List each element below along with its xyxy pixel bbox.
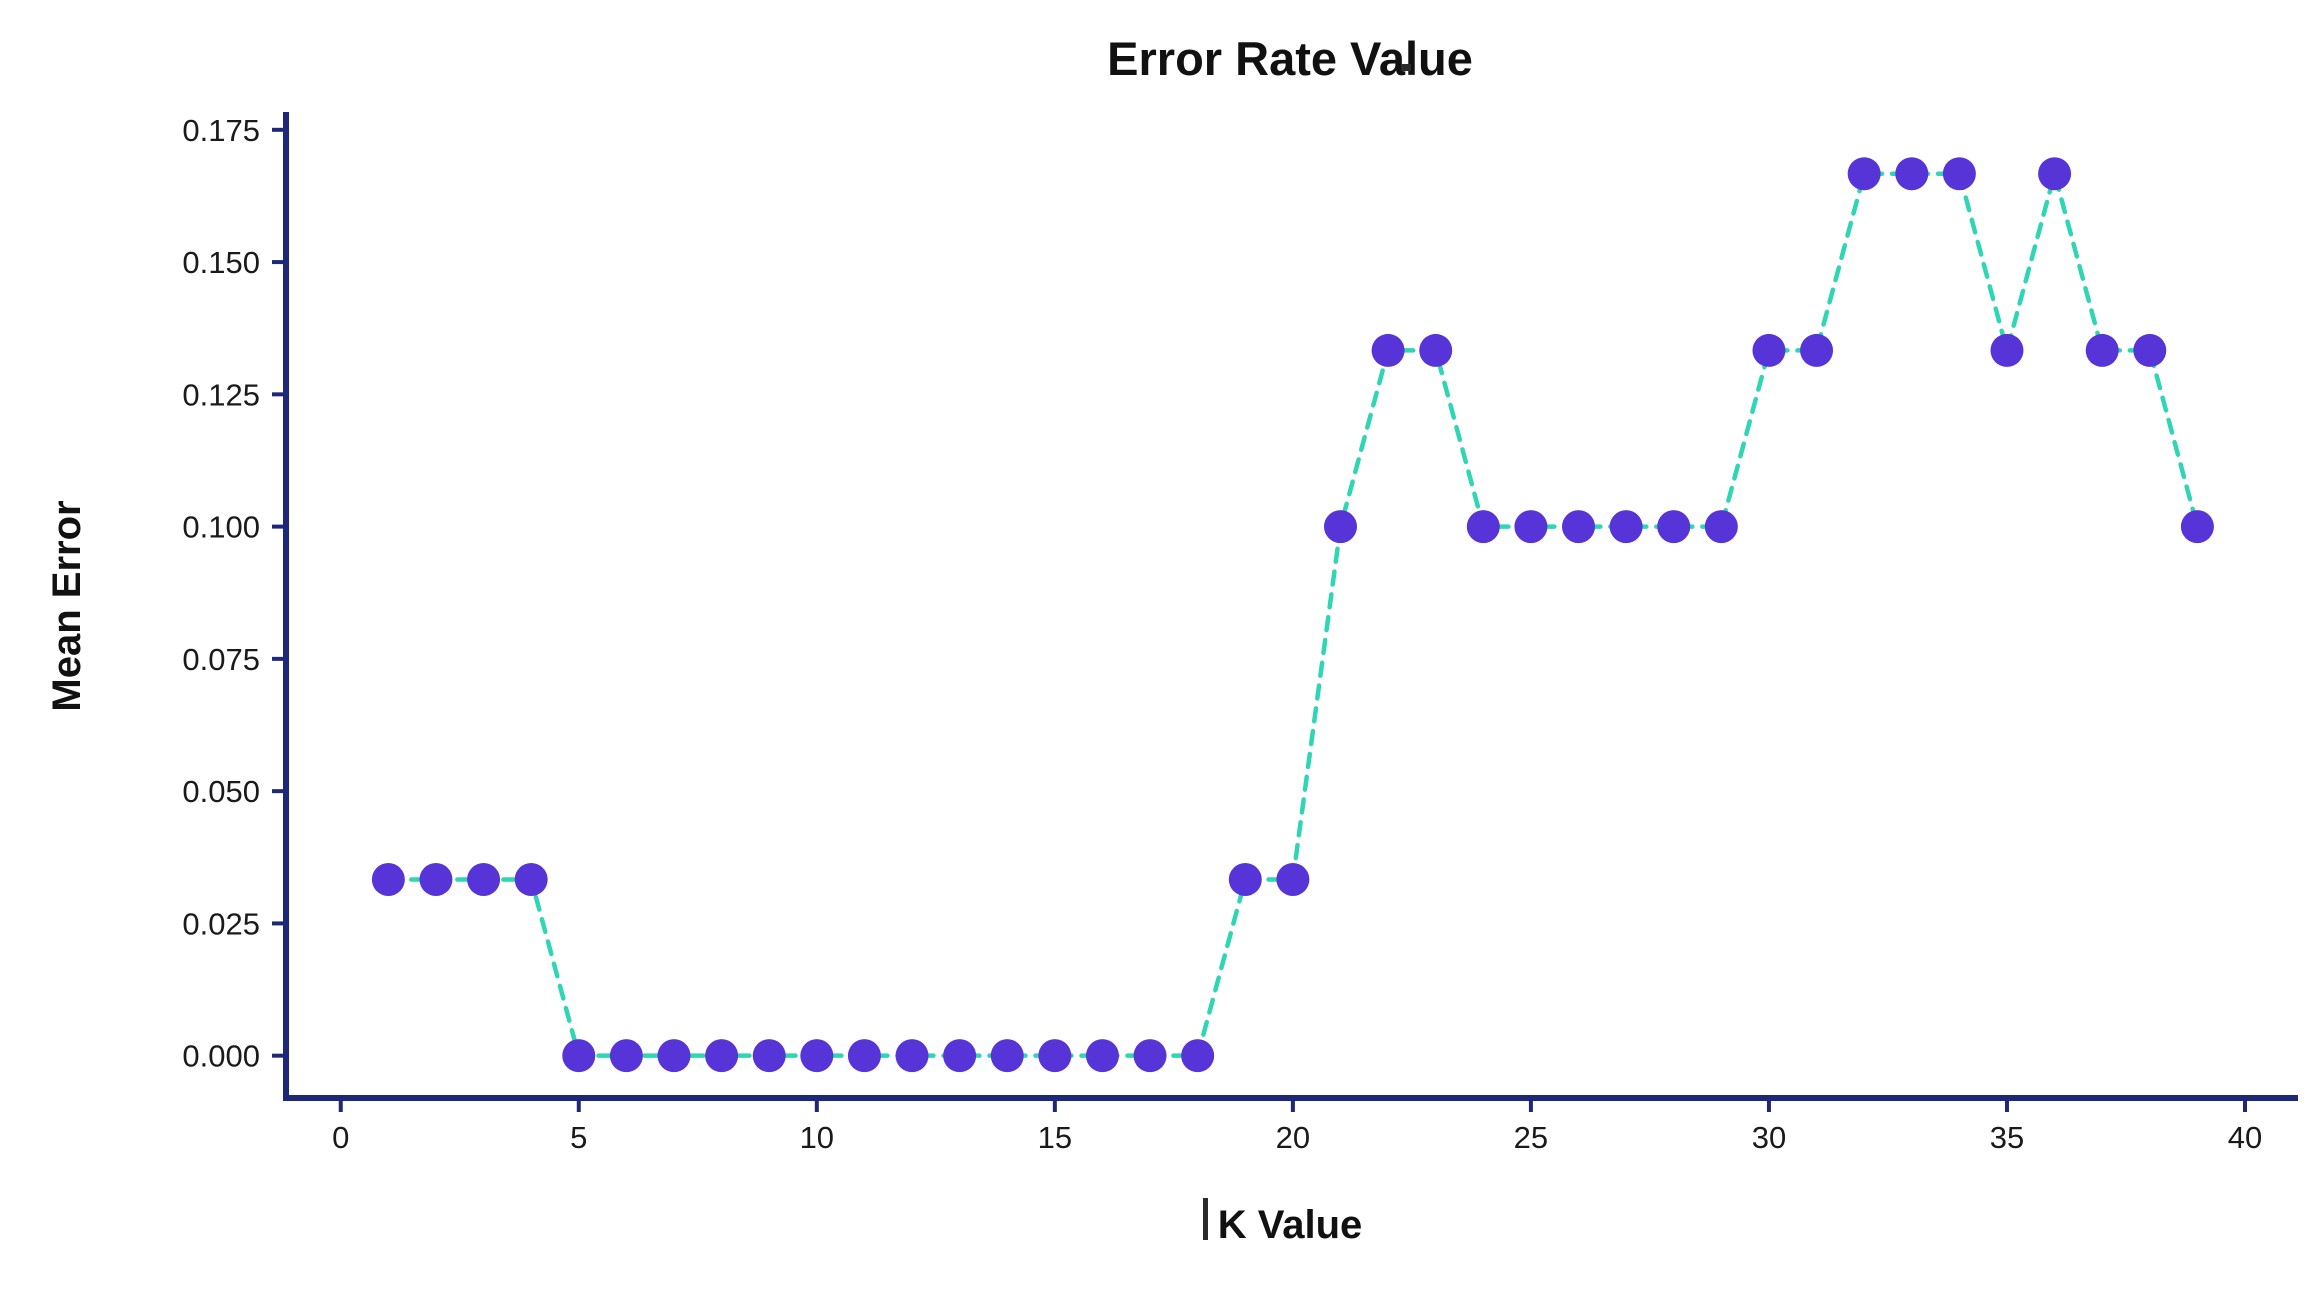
data-point (2038, 157, 2072, 191)
data-point (562, 1039, 596, 1073)
data-point (1514, 510, 1548, 544)
data-point (1276, 862, 1310, 896)
data-point (1704, 510, 1738, 544)
data-point (990, 1039, 1024, 1073)
x-tick-label: 20 (1276, 1120, 1310, 1155)
x-tick-label: 15 (1038, 1120, 1072, 1155)
data-point (2180, 510, 2214, 544)
y-tick-label: 0.150 (182, 245, 260, 280)
data-point (609, 1039, 643, 1073)
data-point (1847, 157, 1881, 191)
data-point (1942, 157, 1976, 191)
data-point (1419, 333, 1453, 367)
data-point (1752, 333, 1786, 367)
data-point (514, 862, 548, 896)
x-tick-label: 10 (800, 1120, 834, 1155)
x-tick-label: 30 (1752, 1120, 1786, 1155)
data-point (1323, 510, 1357, 544)
error-rate-line (386, 165, 2200, 1058)
x-tick-label: 35 (1990, 1120, 2024, 1155)
title-cursor-artifact (1401, 64, 1411, 71)
x-axis-label: K Value (1218, 1203, 1363, 1247)
data-point (847, 1039, 881, 1073)
data-point (752, 1039, 786, 1073)
chart-title: Error Rate Value (1107, 32, 1473, 85)
y-tick-label: 0.050 (182, 774, 260, 809)
y-tick-label: 0.100 (182, 510, 260, 545)
data-point (2133, 333, 2167, 367)
y-tick-label: 0.175 (182, 113, 260, 148)
data-point (467, 862, 501, 896)
data-point (943, 1039, 977, 1073)
x-tick-label: 40 (2228, 1120, 2262, 1155)
data-point (1657, 510, 1691, 544)
data-point (705, 1039, 739, 1073)
x-tick-label: 5 (570, 1120, 587, 1155)
y-tick-label: 0.075 (182, 642, 260, 677)
data-point (371, 862, 405, 896)
x-tick-label: 0 (332, 1120, 349, 1155)
data-point (1371, 333, 1405, 367)
data-point (1038, 1039, 1072, 1073)
y-axis-label: Mean Error (45, 500, 89, 711)
data-point (1609, 510, 1643, 544)
y-tick-label: 0.125 (182, 377, 260, 412)
error-rate-series (371, 157, 2214, 1073)
data-point (1181, 1039, 1215, 1073)
x-tick-label: 25 (1514, 1120, 1548, 1155)
data-point (2085, 333, 2119, 367)
y-tick-label: 0.000 (182, 1039, 260, 1074)
data-point (800, 1039, 834, 1073)
axes: 0.000 0.025 0.050 0.075 0.100 0.125 0.150 0.175… (182, 112, 2298, 1155)
data-point (1133, 1039, 1167, 1073)
data-point (1990, 333, 2024, 367)
data-point (1466, 510, 1500, 544)
data-point (1800, 333, 1834, 367)
data-point (895, 1039, 929, 1073)
data-point (1085, 1039, 1119, 1073)
y-tick-label: 0.025 (182, 906, 260, 941)
data-point (1895, 157, 1929, 191)
data-point (1562, 510, 1596, 544)
data-point (657, 1039, 691, 1073)
text-cursor-artifact (1203, 1198, 1208, 1240)
data-point (1228, 862, 1262, 896)
data-point (419, 862, 453, 896)
